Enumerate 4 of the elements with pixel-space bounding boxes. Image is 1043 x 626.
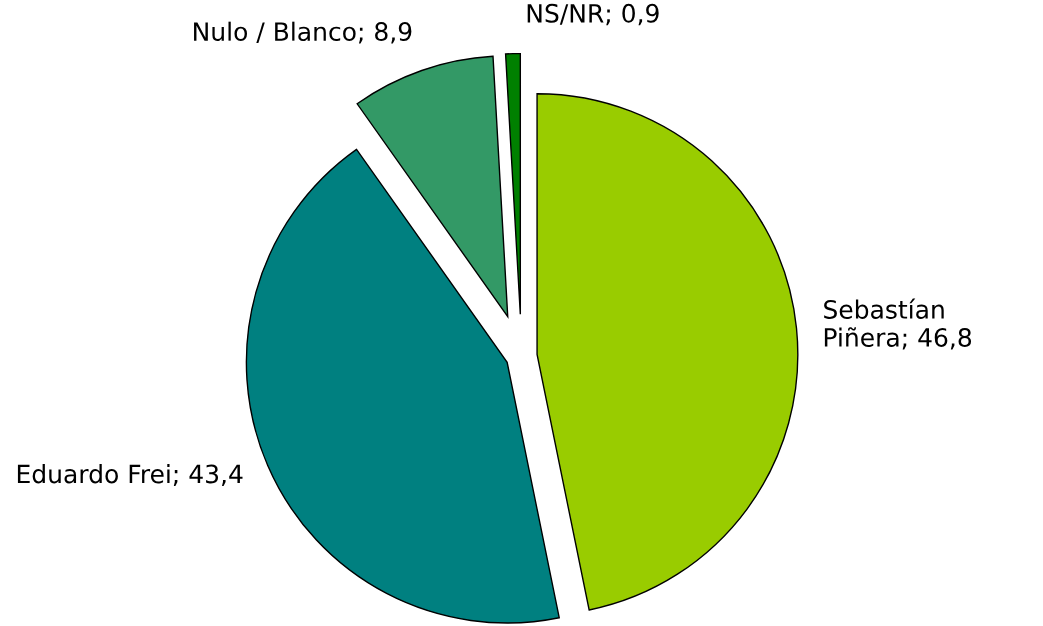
- slice-label: Nulo / Blanco; 8,9: [194, 21, 412, 44]
- slice-label: Eduardo Frei; 43,4: [17, 464, 243, 486]
- slice-label: NS/NR; 0,9: [527, 3, 659, 26]
- slice-label: Sebastían Piñera; 46,8: [824, 298, 972, 350]
